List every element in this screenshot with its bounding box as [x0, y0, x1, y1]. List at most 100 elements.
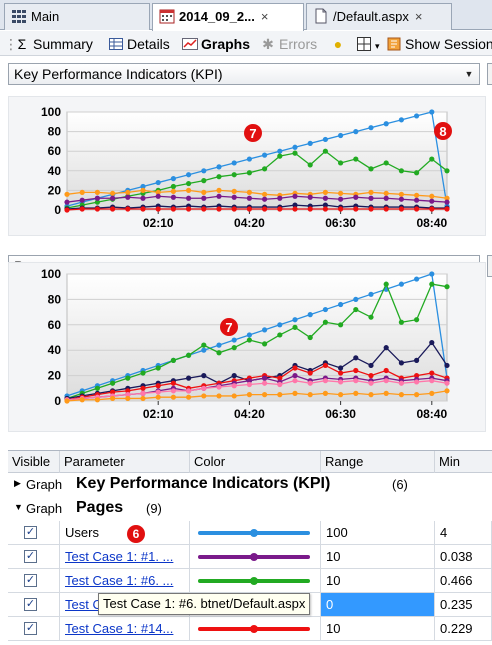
data-point	[444, 206, 450, 212]
data-point	[94, 199, 100, 205]
details-label: Details	[127, 36, 170, 52]
tab-main[interactable]: Main	[4, 3, 150, 30]
data-point	[94, 195, 100, 201]
data-point	[398, 319, 404, 325]
header-visible[interactable]: Visible	[8, 451, 60, 473]
tab-session-report[interactable]: 2014_09_2... ×	[152, 3, 304, 31]
y-tick-label: 20	[48, 369, 62, 383]
data-point	[414, 170, 420, 176]
data-point	[216, 193, 222, 199]
range-value: 10	[326, 549, 341, 564]
data-point	[216, 187, 222, 193]
data-point	[216, 206, 222, 212]
data-point	[383, 378, 389, 384]
panel-side-button[interactable]	[487, 63, 492, 85]
color-cell[interactable]	[190, 617, 321, 641]
data-point	[322, 378, 328, 384]
data-point	[262, 380, 268, 386]
data-point	[292, 144, 298, 150]
show-session-button[interactable]: Show Session	[386, 34, 492, 54]
parameter-name[interactable]: Test Case 1: #6. ...	[65, 573, 174, 588]
layout-dropdown-button[interactable]: ▾	[356, 34, 380, 54]
data-point	[64, 199, 70, 205]
table-row[interactable]: ✓ Test Case 1: #1. ... 10 0.038	[8, 545, 492, 569]
data-point	[246, 378, 252, 384]
group-row-kpi[interactable]: ▶ Graph Key Performance Indicators (KPI)…	[8, 473, 492, 497]
range-cell[interactable]: 0	[321, 593, 435, 617]
y-tick-label: 60	[48, 144, 62, 158]
data-point	[383, 206, 389, 212]
data-point	[353, 129, 359, 135]
color-cell[interactable]	[190, 569, 321, 593]
data-point	[398, 360, 404, 366]
color-cell[interactable]	[190, 521, 321, 545]
table-row[interactable]: ✓ Test C 0 0.235	[8, 593, 492, 617]
data-point	[125, 206, 131, 212]
data-point	[216, 164, 222, 170]
visible-checkbox[interactable]: ✓	[24, 622, 37, 635]
data-point	[383, 345, 389, 351]
details-button[interactable]: Details	[108, 34, 170, 54]
header-color[interactable]: Color	[190, 451, 321, 473]
graph-set-select-1[interactable]: Key Performance Indicators (KPI) ▼	[8, 63, 480, 85]
table-row[interactable]: ✓ Test Case 1: #6. ... 10 0.466	[8, 569, 492, 593]
parameter-name[interactable]: Test Case 1: #1. ...	[65, 549, 174, 564]
data-point	[201, 342, 207, 348]
chevron-right-icon[interactable]: ▶	[14, 478, 21, 488]
data-point	[429, 109, 435, 115]
graphs-button[interactable]: Graphs	[182, 34, 250, 54]
close-icon[interactable]: ×	[414, 9, 423, 24]
data-point	[307, 370, 313, 376]
data-point	[140, 183, 146, 190]
tab-strip: Main 2014_09_2... × /Default.aspx ×	[0, 0, 492, 31]
close-icon[interactable]: ×	[260, 9, 269, 24]
group-row-pages[interactable]: ▼ Graph Pages (9)	[8, 497, 492, 521]
parameter-name[interactable]: Test C	[65, 597, 102, 612]
toolbar-grip: ⋮	[4, 36, 18, 52]
tip-button[interactable]: ●	[330, 34, 349, 54]
data-point	[277, 206, 283, 212]
data-point	[186, 187, 192, 193]
table-row[interactable]: ✓ Test Case 1: #14... 10 0.229	[8, 617, 492, 641]
range-cell[interactable]: 10	[321, 617, 435, 641]
chevron-down-icon: ▼	[464, 69, 474, 79]
chevron-down-icon[interactable]: ▼	[14, 502, 23, 512]
data-point	[307, 194, 313, 200]
visible-checkbox[interactable]: ✓	[24, 550, 37, 563]
header-range[interactable]: Range	[321, 451, 435, 473]
show-session-label: Show Session	[405, 36, 492, 52]
data-point	[262, 375, 268, 381]
range-cell[interactable]: 10	[321, 545, 435, 569]
data-point	[429, 339, 435, 346]
data-point	[155, 189, 161, 195]
panel-side-button[interactable]	[487, 255, 492, 277]
data-point	[155, 389, 161, 395]
data-point	[322, 206, 328, 212]
table-icon	[108, 34, 124, 54]
y-tick-label: 0	[54, 394, 61, 408]
visible-checkbox[interactable]: ✓	[24, 598, 37, 611]
data-point	[277, 148, 283, 154]
data-point	[155, 394, 161, 400]
min-value: 0.229	[440, 621, 473, 636]
data-point	[398, 191, 404, 197]
range-cell[interactable]: 100	[321, 521, 435, 545]
min-cell: 0.235	[435, 593, 492, 617]
parameter-name[interactable]: Test Case 1: #14...	[65, 621, 174, 636]
visible-checkbox[interactable]: ✓	[24, 526, 37, 539]
table-row[interactable]: ✓ Users 6 100 4	[8, 521, 492, 545]
header-parameter[interactable]: Parameter	[60, 451, 190, 473]
tab-default-aspx[interactable]: /Default.aspx ×	[306, 3, 452, 30]
header-min[interactable]: Min	[439, 454, 460, 469]
summary-button[interactable]: Σ Summary	[14, 34, 93, 54]
data-point	[64, 191, 70, 197]
data-point	[429, 193, 435, 199]
visible-checkbox[interactable]: ✓	[24, 574, 37, 587]
errors-button[interactable]: ✱ Errors	[260, 34, 317, 54]
color-cell[interactable]	[190, 545, 321, 569]
data-point	[64, 398, 70, 404]
grid-icon	[11, 8, 27, 24]
data-point	[140, 195, 146, 201]
range-cell[interactable]: 10	[321, 569, 435, 593]
data-point	[383, 390, 389, 396]
